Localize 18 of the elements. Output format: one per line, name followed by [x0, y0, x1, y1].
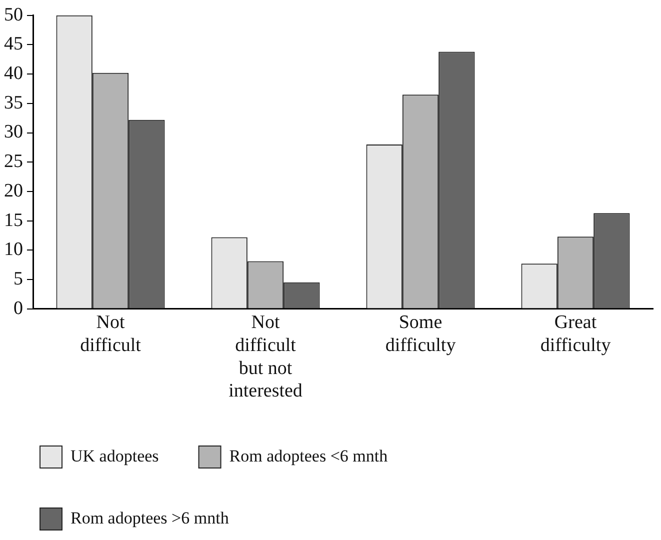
legend-label: Rom adoptees <6 mnth [229, 446, 388, 466]
x-tick-label: Not difficult [80, 312, 142, 356]
x-tick-label: Great difficulty [540, 312, 612, 356]
y-tick-label: 40 [4, 63, 23, 84]
y-tick-label: 45 [4, 34, 23, 55]
x-tick-label: Not difficult but not interested [228, 312, 303, 402]
x-tick-label: Some difficulty [385, 312, 456, 356]
y-tick-label: 50 [4, 4, 23, 26]
y-tick-label: 0 [14, 298, 23, 319]
y-tick-label: 35 [4, 92, 23, 114]
y-tick-label: 30 [4, 122, 23, 143]
legend-label: UK adoptees [70, 446, 159, 466]
y-tick-label: 10 [4, 239, 23, 260]
y-tick-label: 20 [4, 180, 23, 202]
legend-label: Rom adoptees >6 mnth [70, 508, 230, 528]
y-tick-label: 25 [4, 151, 23, 172]
y-tick-label: 15 [4, 210, 23, 231]
y-tick-label: 5 [14, 268, 23, 290]
